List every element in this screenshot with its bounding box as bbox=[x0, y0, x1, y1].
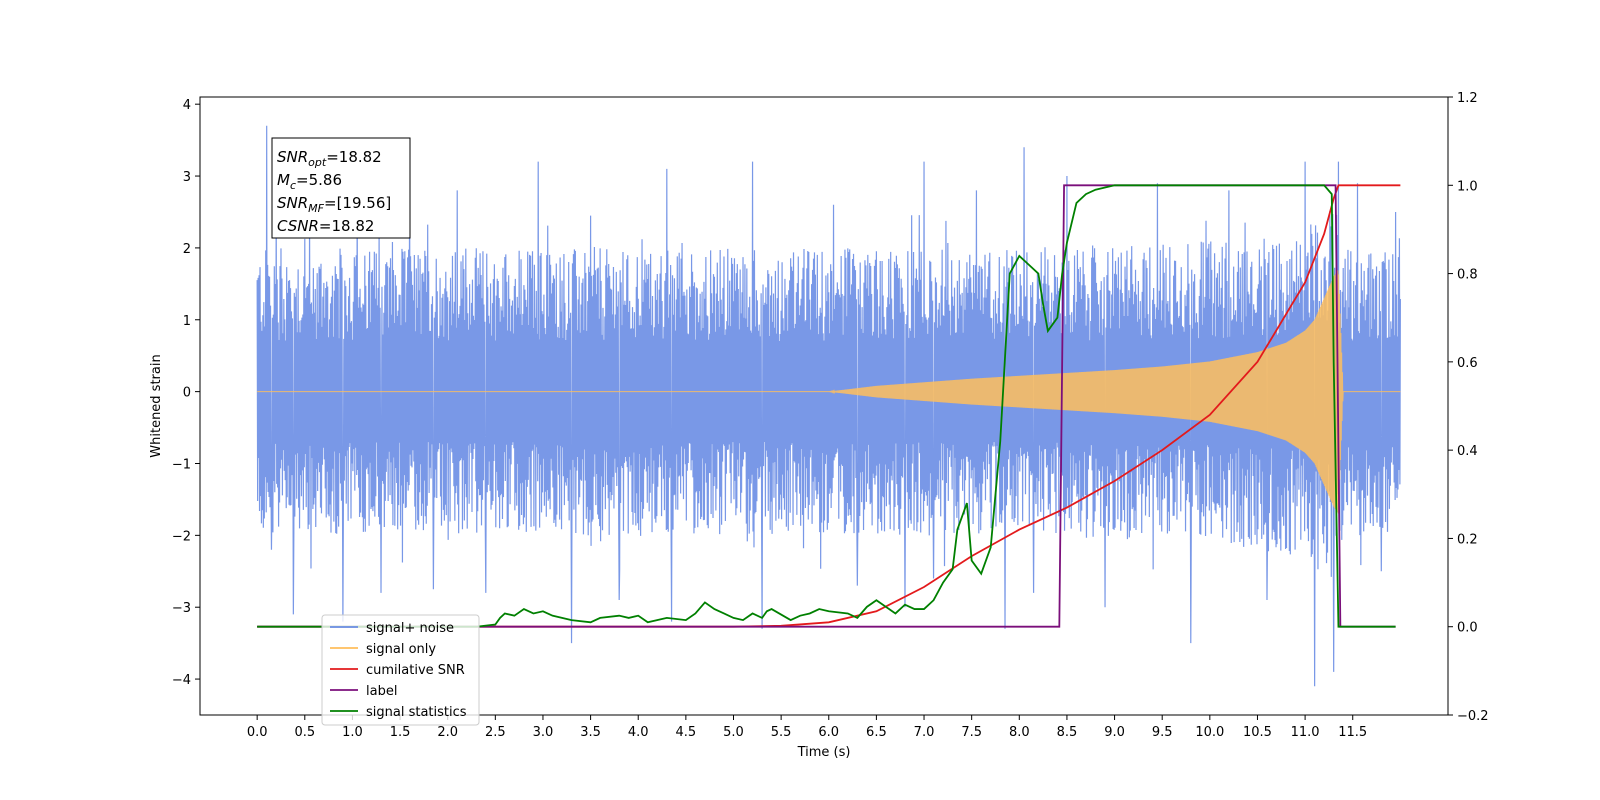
legend: signal+ noise signal only cumilative SNR la… bbox=[321, 614, 480, 726]
annotation-value: =[19.56] bbox=[324, 194, 391, 212]
annotation-subscript: opt bbox=[308, 156, 327, 169]
signal-only-series bbox=[257, 270, 1401, 514]
signal-noise-series bbox=[256, 125, 1401, 687]
y-tick-label: −1 bbox=[172, 457, 191, 472]
x-axis-label: Time (s) bbox=[797, 745, 851, 760]
y-tick-label: 1 bbox=[183, 314, 191, 329]
y2-tick-label: 1.0 bbox=[1457, 179, 1478, 194]
annotation-value: =18.82 bbox=[326, 148, 382, 166]
y-tick-label: −3 bbox=[172, 601, 191, 616]
annotation-subscript: MF bbox=[308, 202, 324, 215]
x-tick-label: 10.0 bbox=[1195, 725, 1224, 740]
annotation-line: CSNR=18.82 bbox=[277, 217, 374, 235]
signal-statistics-line bbox=[257, 184, 1396, 628]
x-tick-label: 8.5 bbox=[1057, 725, 1078, 740]
y2-tick-label: 0.4 bbox=[1457, 444, 1478, 459]
x-tick-label: 3.5 bbox=[580, 725, 601, 740]
plot-area bbox=[256, 125, 1401, 687]
y-tick-label: −2 bbox=[172, 529, 191, 544]
y-axis-label: Whitened strain bbox=[149, 354, 164, 457]
annotation-symbol: M bbox=[277, 171, 290, 189]
y2-tick-label: 0.8 bbox=[1457, 268, 1478, 283]
y2-tick-label: 1.2 bbox=[1457, 91, 1478, 106]
x-tick-label: 11.0 bbox=[1291, 725, 1320, 740]
x-tick-label: 2.0 bbox=[437, 725, 458, 740]
x-tick-label: 4.0 bbox=[628, 725, 649, 740]
x-tick-label: 6.0 bbox=[818, 725, 839, 740]
y-tick-label: 4 bbox=[183, 98, 191, 113]
annotation-symbol: SNR bbox=[277, 148, 308, 166]
y-tick-label: 0 bbox=[183, 386, 191, 401]
y-axis-right: −0.2 0.0 0.2 0.4 0.6 0.8 1.0 1.2 bbox=[1448, 91, 1489, 724]
x-tick-label: 7.5 bbox=[961, 725, 982, 740]
y2-tick-label: 0.2 bbox=[1457, 532, 1478, 547]
annotation-symbol: SNR bbox=[277, 194, 308, 212]
annotation-symbol: CSNR bbox=[277, 217, 319, 235]
y-tick-label: −4 bbox=[172, 673, 191, 688]
line-series-group bbox=[257, 184, 1401, 628]
legend-label-signal-statistics: signal statistics bbox=[366, 705, 467, 720]
x-axis: 0.0 0.5 1.0 1.5 2.0 2.5 3.0 3.5 4.0 4.5 5.0 5.5 6.0 6… bbox=[247, 715, 1367, 740]
x-tick-label: 11.5 bbox=[1338, 725, 1367, 740]
x-tick-label: 9.5 bbox=[1152, 725, 1173, 740]
annotation-line: SNRMF=[19.56] bbox=[277, 194, 391, 215]
annotation-value: =18.82 bbox=[319, 217, 375, 235]
annotation-subscript: c bbox=[290, 179, 296, 192]
y-tick-label: 3 bbox=[183, 170, 191, 185]
legend-label-label: label bbox=[366, 684, 397, 699]
x-tick-label: 6.5 bbox=[866, 725, 887, 740]
x-tick-label: 10.5 bbox=[1243, 725, 1272, 740]
x-tick-label: 4.5 bbox=[676, 725, 697, 740]
x-tick-label: 7.0 bbox=[914, 725, 935, 740]
annotation-value: =5.86 bbox=[296, 171, 342, 189]
signal-noise-line bbox=[256, 125, 1401, 687]
x-tick-label: 5.5 bbox=[771, 725, 792, 740]
y2-tick-label: 0.6 bbox=[1457, 356, 1478, 371]
stats-annotation-box: SNRopt=18.82Mc=5.86SNRMF=[19.56]CSNR=18.… bbox=[271, 137, 411, 239]
x-tick-label: 3.0 bbox=[533, 725, 554, 740]
x-tick-label: 9.0 bbox=[1104, 725, 1125, 740]
plot-frame bbox=[199, 96, 1449, 716]
annotation-line: SNRopt=18.82 bbox=[277, 148, 382, 169]
annotation-line: Mc=5.86 bbox=[277, 171, 342, 192]
y2-tick-label: −0.2 bbox=[1457, 709, 1489, 724]
x-tick-label: 5.0 bbox=[723, 725, 744, 740]
y-tick-label: 2 bbox=[183, 242, 191, 257]
legend-label-signal-only: signal only bbox=[366, 642, 436, 657]
y2-tick-label: 0.0 bbox=[1457, 621, 1478, 636]
annotation-frame bbox=[271, 137, 411, 239]
x-tick-label: 0.5 bbox=[294, 725, 315, 740]
legend-frame bbox=[321, 614, 480, 726]
legend-label-cumilative-snr: cumilative SNR bbox=[366, 663, 465, 678]
x-tick-label: 8.0 bbox=[1009, 725, 1030, 740]
x-tick-label: 1.0 bbox=[342, 725, 363, 740]
signal-only-line bbox=[257, 270, 1401, 514]
x-tick-label: 2.5 bbox=[485, 725, 506, 740]
legend-label-signal-noise: signal+ noise bbox=[366, 621, 454, 636]
cumilative-snr-line bbox=[257, 184, 1401, 628]
x-tick-label: 1.5 bbox=[390, 725, 411, 740]
x-tick-label: 0.0 bbox=[247, 725, 268, 740]
y-axis-left: −4 −3 −2 −1 0 1 2 3 4 bbox=[172, 98, 200, 688]
